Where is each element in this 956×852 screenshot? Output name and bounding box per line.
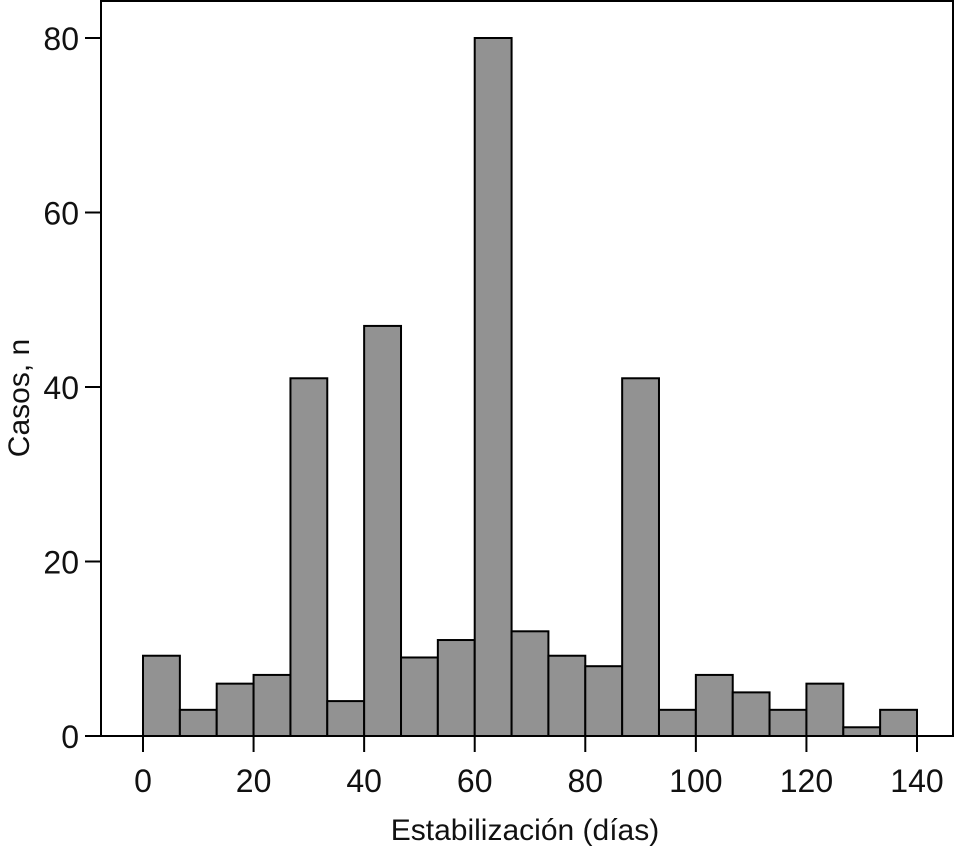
histogram-bar [584,665,624,738]
y-axis: 0 20 40 60 80 [43,21,101,755]
histogram-bar [289,377,329,737]
histogram-bar [252,673,292,737]
histogram-bar [400,656,439,737]
histogram-bar [694,673,734,737]
histogram-bar [363,324,403,737]
histogram-bar [473,37,513,737]
plot-area-frame [100,0,954,737]
histogram-bar [768,708,808,738]
x-tick-label: 40 [346,763,382,799]
y-axis-title: Casos, n [3,339,36,457]
histogram-bar [731,691,771,737]
histogram-bar [326,700,366,737]
y-tick-label: 40 [43,370,79,406]
y-tick-label: 0 [61,719,79,755]
histogram-bar [178,708,218,738]
x-tick-label: 20 [236,763,272,799]
x-tick-label: 100 [669,763,722,799]
histogram-bar [436,639,476,738]
x-axis-title: Estabilización (días) [391,814,659,847]
x-tick-label: 60 [457,763,493,799]
histogram-bar [215,682,255,738]
x-axis: 0 20 40 60 80 100 120 140 [134,736,944,799]
y-tick-label: 80 [43,21,79,57]
x-tick-label: 120 [780,763,833,799]
histogram-bar [805,682,845,738]
histogram-bar [621,377,660,737]
histogram-bar [879,708,919,738]
y-tick-label: 60 [43,196,79,232]
y-tick-label: 20 [43,545,79,581]
x-tick-label: 0 [134,763,152,799]
histogram-bar [657,708,697,738]
histogram-bar [510,630,550,737]
bars-layer [142,37,919,738]
x-tick-label: 140 [890,763,943,799]
histogram-bar [142,654,181,737]
histogram-bar [842,726,882,738]
histogram-bar [547,654,587,737]
x-tick-label: 80 [567,763,603,799]
